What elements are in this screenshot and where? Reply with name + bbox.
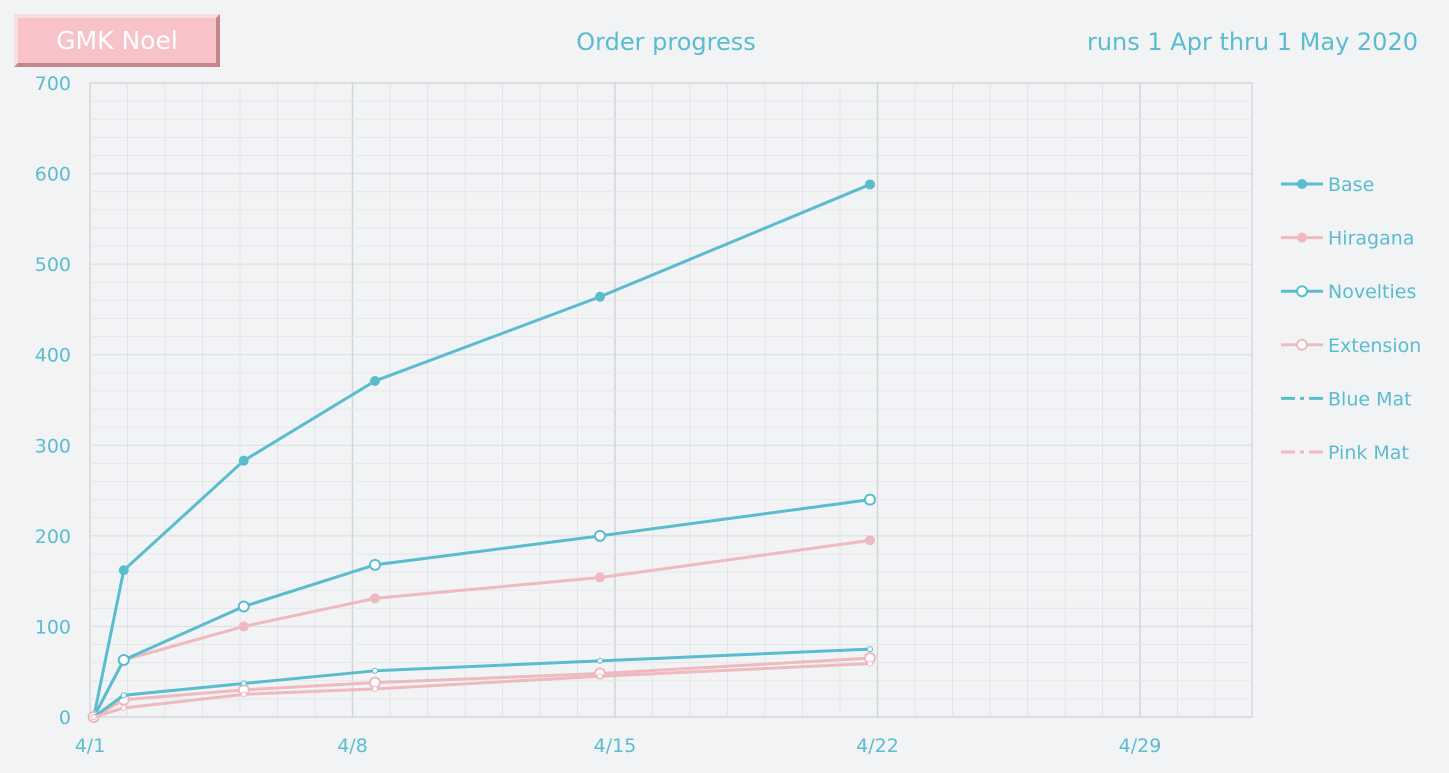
data-point	[372, 667, 378, 674]
y-tick-label: 200	[35, 526, 71, 548]
data-point	[120, 704, 127, 711]
title-badge: GMK Noel	[14, 14, 220, 67]
x-tick-label: 4/1	[75, 735, 106, 757]
chart-title: Order progress	[576, 28, 756, 56]
data-point	[238, 455, 249, 466]
data-point	[118, 565, 129, 576]
data-point	[595, 572, 605, 583]
x-tick-label: 4/8	[337, 735, 368, 757]
data-point	[120, 692, 127, 699]
grid	[89, 82, 1253, 718]
series-line	[92, 183, 871, 718]
legend-item: Blue Mat	[1281, 388, 1412, 410]
legend-label: Extension	[1328, 335, 1421, 357]
data-point	[240, 691, 247, 698]
legend-label: Blue Mat	[1328, 388, 1412, 410]
y-tick-label: 500	[35, 254, 71, 276]
series-pink-mat	[90, 660, 873, 720]
legend-label: Pink Mat	[1328, 442, 1409, 464]
legend-item: Base	[1281, 174, 1374, 196]
x-tick-label: 4/22	[856, 735, 899, 757]
data-point	[595, 291, 605, 302]
legend-item: Novelties	[1281, 281, 1416, 303]
data-point	[865, 179, 875, 190]
series-line	[93, 662, 871, 719]
data-point	[867, 660, 873, 667]
data-point	[597, 657, 603, 664]
y-tick-label: 0	[59, 707, 71, 729]
data-point	[369, 558, 381, 571]
legend-item: Hiragana	[1281, 228, 1414, 250]
y-tick-label: 300	[35, 435, 71, 457]
data-point	[370, 375, 380, 386]
legend-label: Novelties	[1328, 281, 1416, 303]
data-point	[370, 593, 380, 604]
legend-item: Extension	[1281, 335, 1421, 357]
y-tick-label: 600	[35, 164, 71, 186]
legend-item: Pink Mat	[1281, 442, 1409, 464]
x-tick-label: 4/29	[1119, 735, 1162, 757]
axes: 0 100 200 300 400 500 600 700 4/1 4/8 4/15 4/22 4/29	[35, 73, 1162, 757]
data-point	[240, 680, 247, 687]
badge-label: GMK Noel	[56, 26, 178, 55]
x-tick-label: 4/15	[594, 735, 637, 757]
legend-swatch-marker	[1296, 285, 1308, 298]
legend: Base Hiragana Novelties Extension Blue Mat Pi…	[1281, 174, 1421, 464]
data-point	[237, 600, 250, 613]
y-tick-label: 700	[35, 73, 71, 95]
series-layer	[87, 179, 876, 723]
data-point	[864, 493, 876, 506]
legend-label: Hiragana	[1328, 228, 1414, 250]
y-tick-label: 400	[35, 345, 71, 367]
y-tick-label: 100	[35, 616, 71, 638]
data-point	[117, 653, 130, 666]
data-point	[238, 621, 249, 632]
legend-swatch-marker	[1297, 179, 1307, 189]
chart-subtitle: runs 1 Apr thru 1 May 2020	[1086, 28, 1418, 56]
data-point	[867, 646, 873, 653]
series-line	[92, 498, 871, 718]
legend-swatch-marker	[1297, 232, 1307, 243]
plot-area	[89, 82, 1253, 718]
data-point	[865, 535, 875, 546]
data-point	[597, 673, 603, 680]
legend-swatch-marker	[1296, 338, 1308, 351]
series-line	[92, 647, 871, 719]
data-point	[594, 529, 606, 542]
legend-label: Base	[1328, 174, 1374, 196]
data-point	[90, 714, 97, 720]
data-point	[372, 685, 378, 692]
